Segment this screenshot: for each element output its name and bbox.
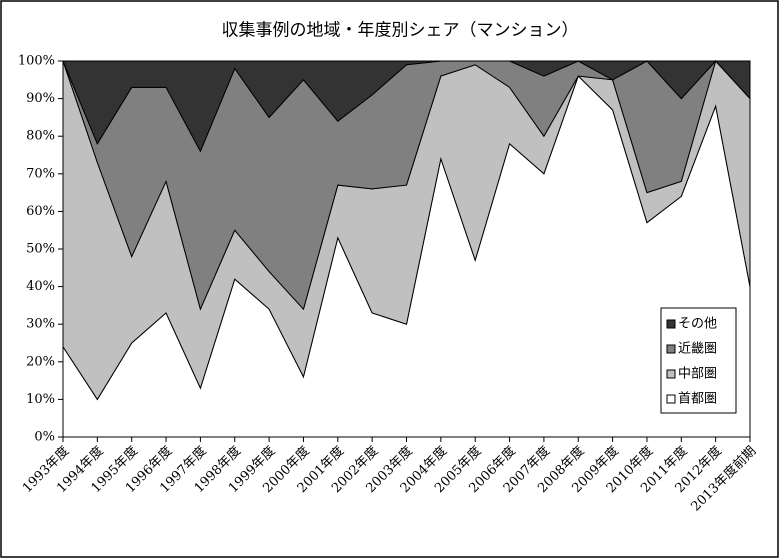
y-tick-label: 30% — [26, 317, 55, 332]
y-tick-label: 80% — [26, 129, 55, 144]
legend-swatch — [666, 344, 676, 354]
y-tick-label: 70% — [26, 166, 55, 181]
legend-label: 近畿圏 — [678, 342, 717, 357]
legend-label: 中部圏 — [678, 367, 717, 382]
legend-label: その他 — [678, 317, 717, 332]
legend-swatch — [666, 369, 676, 379]
y-tick-label: 50% — [26, 242, 55, 257]
y-tick-label: 10% — [26, 392, 55, 407]
y-tick-label: 90% — [26, 91, 55, 106]
y-tick-label: 20% — [26, 354, 55, 369]
y-tick-label: 40% — [26, 279, 55, 294]
chart-title: 収集事例の地域・年度別シェア（マンション） — [222, 21, 579, 41]
y-tick-label: 0% — [34, 430, 55, 445]
legend-swatch — [666, 394, 676, 404]
legend-swatch — [666, 319, 676, 329]
legend-label: 首都圏 — [678, 392, 717, 407]
y-tick-label: 60% — [26, 204, 55, 219]
y-tick-label: 100% — [18, 54, 55, 69]
